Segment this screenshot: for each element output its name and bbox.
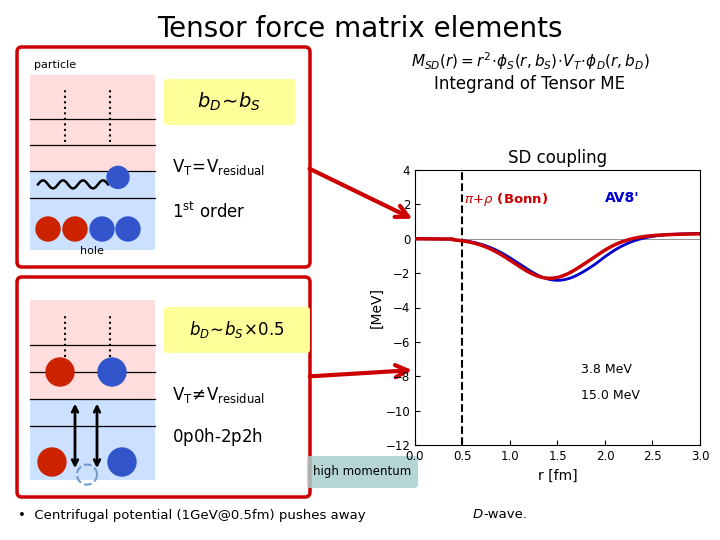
Bar: [30, 399, 155, 480]
FancyBboxPatch shape: [17, 47, 310, 267]
Text: hole: hole: [80, 246, 104, 256]
Bar: [30, 300, 155, 399]
Text: D: D: [473, 509, 483, 522]
Text: $\mathrm{V_T\!=\!V_{residual}}$: $\mathrm{V_T\!=\!V_{residual}}$: [172, 157, 265, 177]
Text: $\pi\!+\!\rho$ (Bonn): $\pi\!+\!\rho$ (Bonn): [464, 191, 549, 207]
Text: $1^{\mathrm{st}}$ order: $1^{\mathrm{st}}$ order: [172, 202, 246, 222]
X-axis label: r [fm]: r [fm]: [538, 468, 577, 482]
Text: $M_{SD}(r) = r^{2}\!\cdot\!\phi_S(r,b_S)\!\cdot\! V_T\!\cdot\!\phi_D(r,b_D)$: $M_{SD}(r) = r^{2}\!\cdot\!\phi_S(r,b_S)…: [410, 50, 649, 72]
Text: $\mathrm{V_T\!\neq\! V_{residual}}$: $\mathrm{V_T\!\neq\! V_{residual}}$: [172, 385, 265, 405]
FancyBboxPatch shape: [17, 277, 310, 497]
Circle shape: [98, 358, 126, 386]
Title: SD coupling: SD coupling: [508, 149, 607, 167]
FancyBboxPatch shape: [307, 456, 418, 488]
Circle shape: [116, 217, 140, 241]
Text: $\mathrm{0p0h\text{-}2p2h}$: $\mathrm{0p0h\text{-}2p2h}$: [172, 426, 263, 448]
Text: AV8': AV8': [605, 191, 639, 205]
Text: $b_D\!\sim\! b_S\!\times\!0.5$: $b_D\!\sim\! b_S\!\times\!0.5$: [189, 320, 284, 341]
Text: 3.8 MeV: 3.8 MeV: [581, 363, 632, 376]
Y-axis label: [MeV]: [MeV]: [370, 287, 384, 328]
Text: Integrand of Tensor ME: Integrand of Tensor ME: [434, 75, 626, 93]
Text: 15.0 MeV: 15.0 MeV: [581, 389, 640, 402]
Text: particle: particle: [34, 60, 76, 70]
Text: high momentum: high momentum: [313, 465, 411, 478]
Text: $b_D\!\sim\! b_S$: $b_D\!\sim\! b_S$: [197, 91, 261, 113]
Circle shape: [38, 448, 66, 476]
Bar: [30, 75, 155, 171]
Circle shape: [90, 217, 114, 241]
Circle shape: [36, 217, 60, 241]
FancyBboxPatch shape: [164, 307, 310, 353]
FancyBboxPatch shape: [164, 79, 295, 125]
Circle shape: [107, 166, 129, 188]
Text: •  Centrifugal potential (1GeV@0.5fm) pushes away: • Centrifugal potential (1GeV@0.5fm) pus…: [18, 509, 370, 522]
Text: -wave.: -wave.: [483, 509, 527, 522]
Text: Tensor force matrix elements: Tensor force matrix elements: [157, 15, 563, 43]
Circle shape: [108, 448, 136, 476]
Bar: [30, 171, 155, 250]
Circle shape: [46, 358, 74, 386]
Circle shape: [63, 217, 87, 241]
